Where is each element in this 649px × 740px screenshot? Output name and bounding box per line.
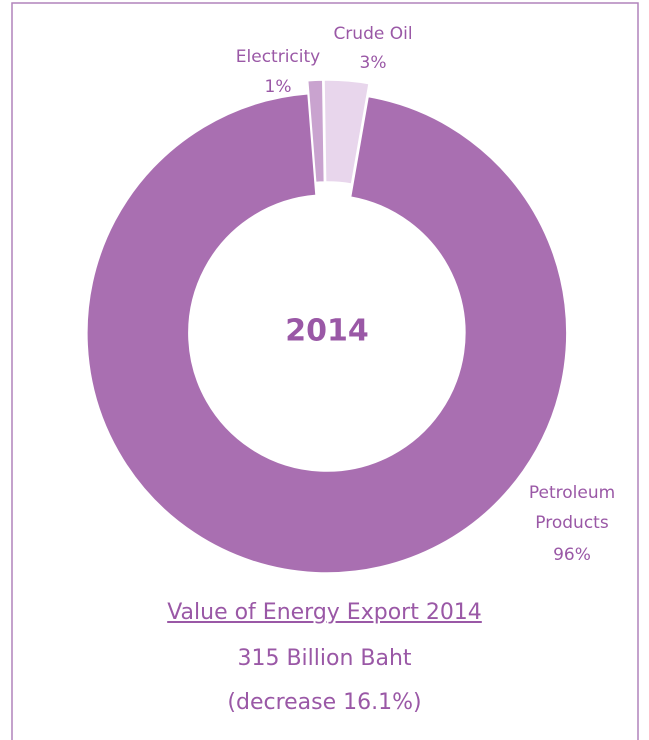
slice-label: Crude Oil (333, 24, 413, 44)
frame (11, 2, 639, 740)
center-label: 2014 (285, 314, 369, 349)
caption-title: Value of Energy Export 2014 (167, 600, 482, 625)
caption-annotation: (decrease 16.1%) (227, 690, 422, 715)
donut-slice (306, 79, 326, 184)
caption-subtitle: 315 Billion Baht (237, 646, 412, 671)
slice-label: Electricity (235, 47, 321, 67)
donut-slice (323, 79, 370, 185)
value-label: 3% (359, 53, 387, 73)
value-label: 1% (264, 77, 292, 97)
donut-slice (86, 92, 568, 574)
value-label: 96% (553, 545, 591, 565)
slice-label: Petroleum Products (528, 483, 616, 533)
